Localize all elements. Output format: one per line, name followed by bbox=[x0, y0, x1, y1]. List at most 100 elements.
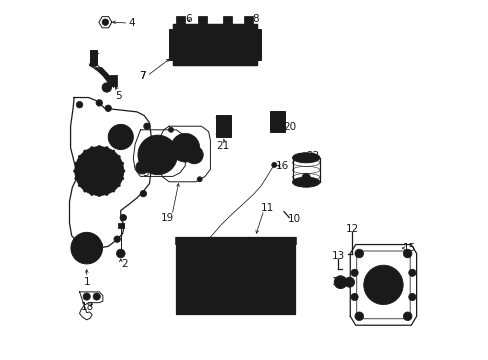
Circle shape bbox=[333, 276, 346, 289]
Circle shape bbox=[114, 236, 120, 242]
Circle shape bbox=[105, 193, 108, 196]
Text: 6: 6 bbox=[185, 14, 192, 24]
Circle shape bbox=[181, 239, 185, 244]
Text: 22: 22 bbox=[305, 150, 319, 161]
Circle shape bbox=[408, 269, 415, 276]
Text: 18: 18 bbox=[81, 302, 94, 312]
Polygon shape bbox=[160, 126, 210, 182]
Circle shape bbox=[363, 265, 403, 305]
Bar bbox=[190, 257, 198, 260]
Circle shape bbox=[140, 190, 146, 197]
Circle shape bbox=[145, 162, 151, 169]
Circle shape bbox=[105, 105, 111, 112]
Text: 3: 3 bbox=[142, 168, 149, 178]
Circle shape bbox=[403, 312, 411, 320]
Circle shape bbox=[222, 239, 227, 244]
Circle shape bbox=[151, 148, 164, 161]
Circle shape bbox=[354, 249, 363, 258]
Bar bbox=[215, 115, 230, 137]
Circle shape bbox=[190, 150, 198, 159]
Bar bbox=[271, 113, 283, 130]
Circle shape bbox=[287, 300, 292, 305]
Polygon shape bbox=[69, 98, 151, 248]
Circle shape bbox=[96, 242, 102, 248]
Circle shape bbox=[143, 140, 172, 169]
Bar bbox=[254, 30, 260, 60]
Circle shape bbox=[83, 150, 86, 153]
Circle shape bbox=[90, 162, 108, 180]
Circle shape bbox=[83, 244, 90, 252]
Ellipse shape bbox=[292, 177, 319, 187]
Bar bbox=[169, 30, 175, 60]
Circle shape bbox=[270, 112, 273, 115]
Circle shape bbox=[83, 293, 90, 300]
Circle shape bbox=[76, 102, 82, 108]
Polygon shape bbox=[89, 54, 102, 66]
Text: 17: 17 bbox=[177, 255, 190, 265]
Circle shape bbox=[138, 135, 177, 175]
Circle shape bbox=[78, 184, 81, 187]
Circle shape bbox=[282, 112, 285, 115]
Circle shape bbox=[112, 189, 115, 192]
Circle shape bbox=[121, 177, 123, 180]
Circle shape bbox=[75, 177, 77, 180]
Circle shape bbox=[78, 155, 81, 158]
Ellipse shape bbox=[292, 153, 319, 163]
Circle shape bbox=[81, 152, 118, 190]
Circle shape bbox=[172, 139, 183, 149]
Bar bbox=[198, 16, 206, 24]
Circle shape bbox=[216, 116, 219, 119]
Text: 16: 16 bbox=[275, 161, 288, 171]
Ellipse shape bbox=[219, 120, 226, 132]
Bar bbox=[117, 223, 124, 228]
Bar bbox=[176, 237, 294, 315]
Circle shape bbox=[197, 177, 202, 182]
Circle shape bbox=[117, 155, 120, 158]
Text: 7: 7 bbox=[139, 71, 145, 81]
Circle shape bbox=[136, 161, 148, 174]
Text: 9: 9 bbox=[240, 38, 246, 48]
Circle shape bbox=[346, 280, 351, 285]
Circle shape bbox=[168, 127, 173, 132]
Circle shape bbox=[112, 150, 115, 153]
Circle shape bbox=[408, 293, 415, 301]
Circle shape bbox=[301, 174, 310, 182]
Circle shape bbox=[405, 314, 409, 319]
Circle shape bbox=[271, 162, 276, 167]
Text: 8: 8 bbox=[251, 14, 258, 24]
Circle shape bbox=[287, 282, 292, 287]
Text: 14: 14 bbox=[331, 277, 345, 287]
Circle shape bbox=[185, 146, 203, 164]
Text: 15: 15 bbox=[402, 243, 415, 253]
Circle shape bbox=[122, 170, 125, 172]
Circle shape bbox=[227, 133, 230, 135]
Circle shape bbox=[403, 249, 411, 258]
Circle shape bbox=[98, 194, 101, 197]
Bar bbox=[174, 237, 296, 244]
Circle shape bbox=[287, 247, 292, 252]
Ellipse shape bbox=[89, 62, 97, 67]
Circle shape bbox=[202, 308, 206, 313]
Text: 21: 21 bbox=[216, 141, 229, 151]
Circle shape bbox=[222, 308, 227, 313]
Circle shape bbox=[120, 215, 126, 221]
Circle shape bbox=[282, 127, 285, 130]
Circle shape bbox=[93, 293, 100, 300]
Text: 4: 4 bbox=[128, 18, 135, 28]
Circle shape bbox=[178, 282, 183, 287]
Text: 2: 2 bbox=[121, 259, 127, 269]
Bar bbox=[172, 24, 257, 65]
Circle shape bbox=[90, 147, 93, 149]
Circle shape bbox=[116, 249, 125, 258]
Circle shape bbox=[178, 300, 183, 305]
Circle shape bbox=[74, 235, 99, 261]
Text: 19: 19 bbox=[161, 213, 174, 222]
Text: 11: 11 bbox=[261, 203, 274, 213]
Text: 13: 13 bbox=[331, 251, 345, 261]
Circle shape bbox=[285, 239, 289, 244]
Circle shape bbox=[96, 100, 102, 106]
Circle shape bbox=[71, 232, 102, 264]
Circle shape bbox=[356, 251, 361, 256]
Circle shape bbox=[73, 170, 76, 172]
Circle shape bbox=[370, 273, 395, 297]
